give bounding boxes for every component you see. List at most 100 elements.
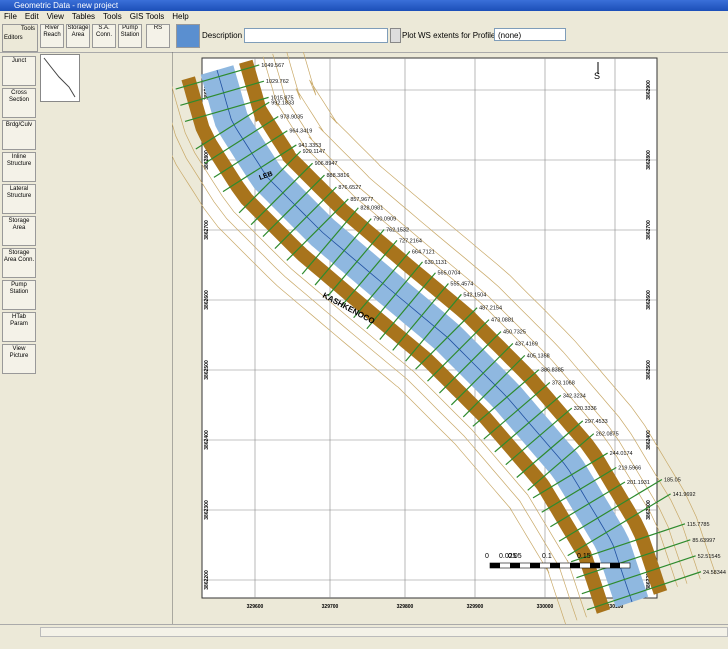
cross-section-label: 141.9692: [673, 492, 696, 498]
profile-select[interactable]: (none): [494, 28, 566, 41]
cross-section-label: 964.3419: [289, 129, 312, 135]
cross-section-label: 762.1532: [386, 228, 409, 234]
window: Geometric Data - new project File Edit Vie…: [0, 0, 728, 648]
cross-section-label: 555.4574: [450, 282, 473, 288]
menu-item[interactable]: GIS Tools: [130, 11, 165, 22]
y-axis-label: 3862600: [646, 290, 652, 310]
scale-bar-segment: [490, 563, 500, 568]
description-label: Description :: [202, 31, 246, 40]
plot-ws-label: Plot WS extents for Profile:: [402, 31, 498, 40]
cross-section-label: 790.0909: [373, 217, 396, 223]
palette-button[interactable]: Pump Station: [2, 280, 36, 310]
palette-button[interactable]: Junct: [2, 56, 36, 86]
gis-button[interactable]: [176, 24, 200, 48]
menu-item[interactable]: File: [4, 11, 17, 22]
cross-section-label: 244.0174: [610, 451, 633, 457]
palette-button[interactable]: HTab Param: [2, 312, 36, 342]
north-label: S: [594, 71, 600, 81]
cross-section-label: 929.1147: [303, 149, 326, 155]
cross-section-label: 185.05: [664, 477, 681, 483]
cross-section-label: 342.3234: [563, 393, 586, 399]
description-input[interactable]: [244, 28, 388, 43]
cross-section-label: 630.1131: [425, 260, 448, 266]
tools-label: Tools: [3, 25, 37, 34]
cross-section-label: 405.1358: [527, 353, 550, 359]
status-bar: [0, 624, 728, 649]
x-axis-label: 329800: [397, 604, 414, 610]
scale-bar-segment: [590, 563, 600, 568]
tools-editors[interactable]: Tools Editors: [2, 24, 38, 52]
cross-section-label: 876.6527: [338, 185, 361, 191]
cross-section-label: 297.4533: [585, 419, 608, 425]
cross-section-label: 727.2164: [399, 238, 422, 244]
menu-item[interactable]: Tables: [72, 11, 95, 22]
y-axis-label: 3862500: [204, 360, 210, 380]
cross-section-label: 992.1833: [271, 100, 294, 106]
scale-bar-segment: [610, 563, 620, 568]
toolbar-button[interactable]: Pump Station: [118, 24, 142, 48]
toolbar-button[interactable]: Storage Area: [66, 24, 90, 48]
cross-section-label: 941.3353: [298, 143, 321, 149]
scale-bar-segment: [550, 563, 560, 568]
palette-button[interactable]: Storage Area Conn.: [2, 248, 36, 278]
x-axis-label: 329600: [247, 604, 264, 610]
scale-bar-segment: [530, 563, 540, 568]
palette-button[interactable]: Cross Section: [2, 88, 36, 118]
cross-section-label: 473.0881: [491, 318, 514, 324]
toolbar-button[interactable]: RS: [146, 24, 170, 48]
scale-label: 0.05: [508, 553, 522, 560]
ellipsis-button[interactable]: [390, 28, 401, 43]
palette-button[interactable]: Storage Area: [2, 216, 36, 246]
cross-section-label: 542.1504: [463, 292, 486, 298]
cross-section-label: 85.63997: [692, 538, 715, 544]
cross-section-label: 262.0875: [596, 432, 619, 438]
cross-section-label: 978.9035: [280, 114, 303, 120]
cross-section-label: 565.0704: [437, 271, 460, 277]
cross-section-label: 52.51545: [698, 554, 721, 560]
x-axis-label: 329900: [467, 604, 484, 610]
menu-item[interactable]: Edit: [25, 11, 39, 22]
thumbnail[interactable]: [40, 54, 80, 102]
palette-button[interactable]: View Picture: [2, 344, 36, 374]
scrollbar[interactable]: [40, 627, 728, 637]
toolbar-button[interactable]: S.A. Conn.: [92, 24, 116, 48]
palette-button[interactable]: Inline Structure: [2, 152, 36, 182]
menu-item[interactable]: Help: [172, 11, 188, 22]
menu-item[interactable]: View: [47, 11, 64, 22]
cross-section-label: 450.7325: [503, 330, 526, 336]
cross-section-label: 201.1931: [627, 480, 650, 486]
menu-item[interactable]: Tools: [103, 11, 122, 22]
scale-bar-segment: [570, 563, 580, 568]
y-axis-label: 3862800: [646, 150, 652, 170]
y-axis-label: 3862300: [204, 500, 210, 520]
scale-label: 0.15: [577, 553, 591, 560]
cross-section-label: 115.7785: [687, 522, 710, 528]
y-axis-label: 3862500: [646, 360, 652, 380]
cross-section-label: 828.0981: [360, 206, 383, 212]
y-axis-label: 3862700: [204, 220, 210, 240]
cross-section-label: 906.8947: [315, 161, 338, 167]
cross-section-label: 857.9677: [350, 197, 373, 203]
cross-section-label: 487.2154: [479, 306, 502, 312]
cross-section-label: 664.7121: [412, 249, 435, 255]
cross-section-label: 1049.567: [261, 63, 284, 69]
palette-button[interactable]: Brdg/Culv: [2, 120, 36, 150]
scale-label: 0.1: [542, 553, 552, 560]
cross-section-label: 437.4169: [515, 341, 538, 347]
thumbnail-graphic: [41, 55, 79, 101]
menu-bar: File Edit View Tables Tools GIS Tools Help: [0, 11, 728, 22]
y-axis-label: 3862900: [646, 80, 652, 100]
cross-section-label: 24.58344: [703, 570, 726, 576]
palette: JunctCross SectionBrdg/CulvInline Struct…: [2, 56, 36, 376]
cross-section-label: 1029.762: [266, 79, 289, 85]
editors-label: Editors: [3, 34, 37, 43]
cross-section-label: 219.5966: [618, 466, 641, 472]
title-bar: Geometric Data - new project: [0, 0, 728, 11]
thumbnail-river: [44, 58, 75, 97]
toolbar-button[interactable]: River Reach: [40, 24, 64, 48]
palette-button[interactable]: Lateral Structure: [2, 184, 36, 214]
y-axis-label: 3862400: [204, 430, 210, 450]
x-axis-label: 329700: [322, 604, 339, 610]
